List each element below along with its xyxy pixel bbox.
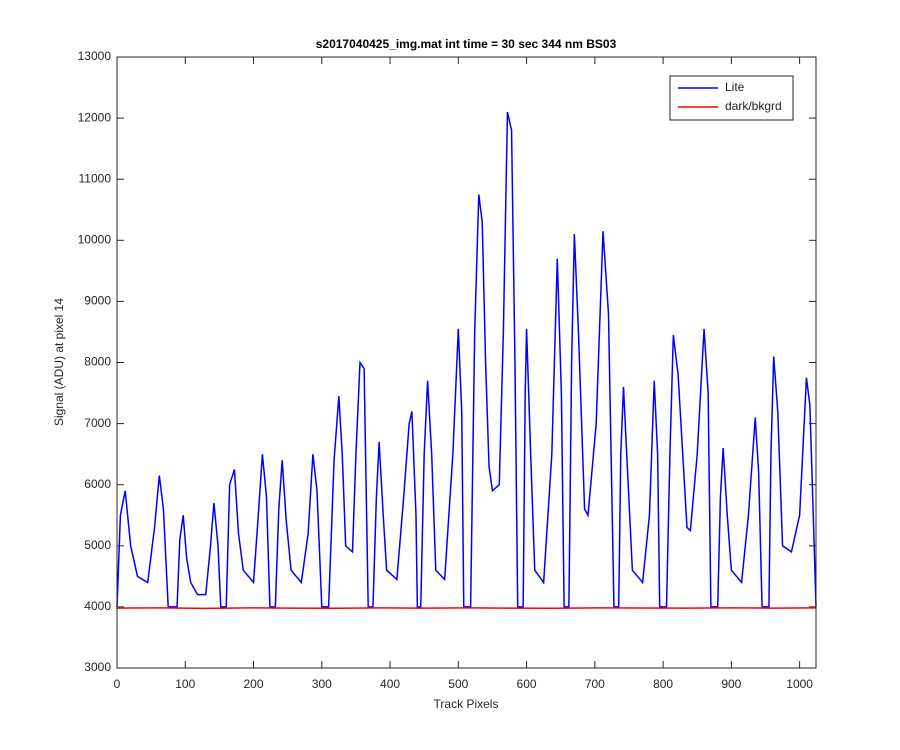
y-tick-label: 10000 [78,232,112,246]
y-tick-label: 7000 [84,416,111,430]
x-tick-label: 100 [175,677,195,691]
y-axis-label: Signal (ADU) at pixel 14 [52,298,66,426]
y-tick-label: 12000 [78,110,112,124]
x-tick-label: 800 [653,677,673,691]
x-axis-label: Track Pixels [434,697,499,711]
chart-title: s2017040425_img.mat int time = 30 sec 34… [316,37,617,51]
x-tick-label: 200 [244,677,264,691]
x-tick-label: 600 [517,677,537,691]
y-tick-label: 8000 [84,355,111,369]
x-tick-label: 400 [380,677,400,691]
plot-area [117,57,816,668]
y-tick-label: 6000 [84,477,111,491]
x-tick-label: 300 [312,677,332,691]
x-tick-label: 1000 [786,677,813,691]
x-tick-label: 0 [114,677,121,691]
y-tick-label: 11000 [79,171,112,185]
y-tick-label: 3000 [84,660,111,674]
y-tick-label: 13000 [78,49,112,63]
series-line [116,111,817,608]
x-tick-label: 500 [448,677,468,691]
x-tick-label: 700 [585,677,605,691]
y-tick-label: 5000 [84,538,111,552]
plot-frame [116,56,817,669]
x-tick-label: 900 [721,677,741,691]
y-tick-label: 4000 [84,599,111,613]
legend-box [669,75,794,121]
legend-label: dark/bkgrd [725,99,782,113]
y-tick-label: 9000 [84,294,111,308]
series-line [116,607,817,610]
legend-label: Lite [725,80,745,94]
